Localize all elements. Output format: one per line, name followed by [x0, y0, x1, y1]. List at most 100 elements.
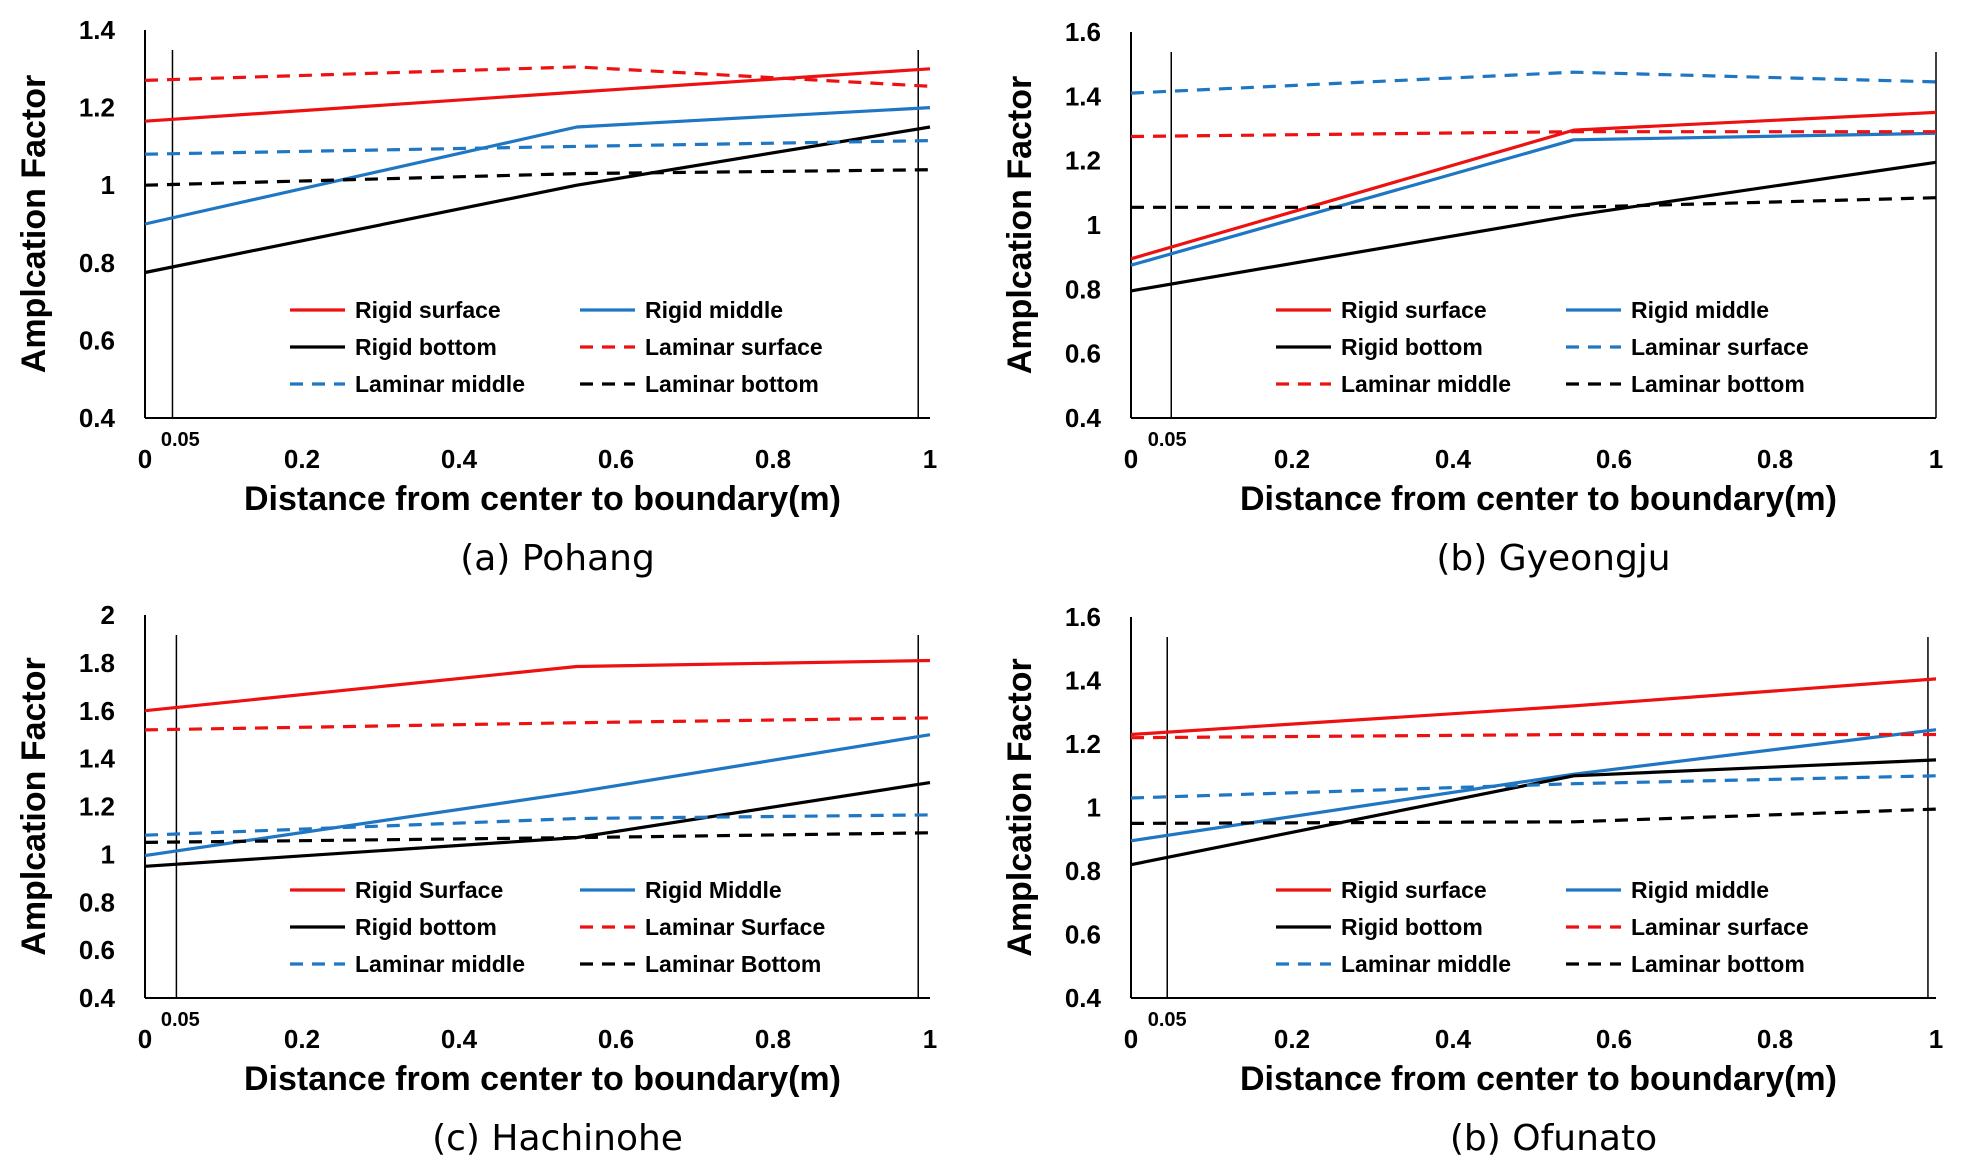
chart-1-y-tick-label: 1.4 [1065, 81, 1102, 111]
chart-0-x-tick-label: 0.6 [598, 444, 634, 474]
chart-0-annotation-label: 0.05 [161, 429, 200, 451]
chart-3-x-axis-title: Distance from center to boundary(m) [1240, 1060, 1837, 1098]
chart-3-annotation-label: 0.05 [1148, 1009, 1187, 1031]
chart-0-series-line-4 [144, 139, 931, 156]
chart-3-y-tick-label: 1.4 [1065, 666, 1102, 696]
chart-1-legend-label-0: Rigid surface [1341, 297, 1487, 323]
chart-2-legend-label-4: Laminar middle [355, 951, 525, 977]
chart-3-y-tick-label: 0.8 [1065, 856, 1101, 886]
chart-3-y-tick-label: 0.4 [1065, 983, 1102, 1013]
chart-3-y-axis-title: Amplcation Factor [1001, 658, 1039, 956]
chart-1-legend-label-5: Laminar bottom [1631, 371, 1805, 397]
chart-pohang: 0.4 0.6 0.8 1 1.2 1.4 0 0.2 0.4 0.6 0.8 1 0.05 Distan… [15, 15, 937, 579]
chart-0-legend-label-4: Laminar middle [355, 371, 525, 397]
chart-1-x-tick-label: 0 [1124, 444, 1138, 474]
chart-2-legend-label-1: Rigid Middle [645, 877, 782, 903]
chart-0-x-tick-label: 1 [923, 444, 937, 474]
chart-0-series-line-5 [144, 168, 931, 187]
chart-2-x-axis-title: Distance from center to boundary(m) [244, 1060, 841, 1098]
chart-1-x-tick-label: 0.2 [1274, 444, 1310, 474]
chart-0-legend-label-0: Rigid surface [355, 297, 501, 323]
chart-3-x-tick-label: 0.8 [1757, 1024, 1793, 1054]
chart-3-series-line-3 [1130, 732, 1936, 740]
chart-2-y-tick-label: 1.2 [79, 792, 115, 822]
chart-2-y-tick-label: 0.8 [79, 887, 115, 917]
chart-1-y-axis-title: Amplcation Factor [1001, 76, 1039, 374]
chart-1-caption: (b) Gyeongju [1436, 538, 1670, 579]
chart-0-x-tick-label: 0.2 [284, 444, 320, 474]
chart-3-legend-label-1: Rigid middle [1631, 877, 1769, 903]
chart-0-series-line-3 [144, 65, 931, 88]
chart-0-y-tick-label: 0.6 [79, 325, 115, 355]
chart-0-caption: (a) Pohang [460, 538, 655, 579]
chart-1-y-tick-label: 0.4 [1065, 403, 1102, 433]
chart-1-legend-label-3: Laminar surface [1631, 334, 1809, 360]
chart-0-x-tick-label: 0 [138, 444, 152, 474]
chart-2-series-line-4 [144, 813, 931, 837]
chart-1-x-tick-label: 0.6 [1596, 444, 1632, 474]
chart-3-series-line-4 [1130, 774, 1937, 800]
chart-2-annotation-label: 0.05 [161, 1009, 200, 1031]
chart-0-x-tick-label: 0.8 [755, 444, 791, 474]
chart-2-series-line-3 [144, 716, 931, 732]
chart-3-x-tick-label: 0.2 [1274, 1024, 1310, 1054]
chart-0-y-axis-title: Amplcation Factor [15, 75, 53, 373]
chart-2-x-tick-label: 0.4 [441, 1024, 478, 1054]
chart-2-legend-label-0: Rigid Surface [355, 877, 503, 903]
chart-2-series-line-5 [144, 831, 931, 844]
chart-0-series-line-2 [144, 125, 931, 275]
chart-hachinohe: 0.4 0.6 0.8 1 1.2 1.4 1.6 1.8 2 0 0.2 0.4 0.6 0.8 1 0.0… [15, 600, 937, 1159]
chart-1-series-line-2 [1130, 160, 1937, 293]
chart-0-legend-label-5: Laminar bottom [645, 371, 819, 397]
chart-3-series-line-0 [1130, 677, 1937, 737]
chart-2-y-tick-label: 1.6 [79, 696, 115, 726]
chart-3-y-tick-label: 0.6 [1065, 920, 1101, 950]
chart-0-legend-label-1: Rigid middle [645, 297, 783, 323]
chart-2-y-tick-label: 1.8 [79, 648, 115, 678]
chart-2-series-line-0 [144, 658, 931, 713]
chart-1-legend-label-1: Rigid middle [1631, 297, 1769, 323]
chart-3-legend-label-3: Laminar surface [1631, 914, 1809, 940]
chart-2-y-axis-title: Amplcation Factor [15, 657, 53, 955]
chart-0-y-tick-label: 1.4 [79, 15, 116, 45]
chart-2-y-tick-label: 1.4 [79, 744, 116, 774]
chart-3-series-line-2 [1130, 758, 1937, 867]
chart-3-legend-label-5: Laminar bottom [1631, 951, 1805, 977]
chart-0-legend-label-2: Rigid bottom [355, 334, 497, 360]
chart-3-x-tick-label: 0 [1124, 1024, 1138, 1054]
chart-1-series-line-4 [1130, 130, 1936, 139]
chart-0-y-tick-label: 0.4 [79, 403, 116, 433]
chart-2-x-tick-label: 0.6 [598, 1024, 634, 1054]
chart-1-x-axis-title: Distance from center to boundary(m) [1240, 480, 1837, 518]
chart-3-legend-label-2: Rigid bottom [1341, 914, 1483, 940]
chart-3-legend-label-0: Rigid surface [1341, 877, 1487, 903]
chart-2-y-tick-label: 0.6 [79, 935, 115, 965]
chart-1-series-line-5 [1131, 196, 1937, 209]
chart-2-x-tick-label: 0.8 [755, 1024, 791, 1054]
chart-ofunato: 0.4 0.6 0.8 1 1.2 1.4 1.6 0 0.2 0.4 0.6 0.8 1 0.05 Dis… [1001, 602, 1943, 1159]
chart-3-y-tick-label: 1 [1087, 793, 1101, 823]
chart-1-series-line-1 [1130, 131, 1937, 267]
chart-3-y-tick-label: 1.2 [1065, 729, 1101, 759]
chart-2-x-tick-label: 0 [138, 1024, 152, 1054]
chart-1-y-tick-label: 0.6 [1065, 339, 1101, 369]
chart-0-series-line-1 [144, 106, 931, 226]
chart-0-y-tick-label: 0.8 [79, 248, 115, 278]
chart-0-legend-label-3: Laminar surface [645, 334, 823, 360]
chart-3-y-tick-label: 1.6 [1065, 602, 1101, 632]
chart-1-series-line-0 [1130, 110, 1937, 261]
chart-2-legend-label-5: Laminar Bottom [645, 951, 821, 977]
chart-1-x-tick-label: 0.8 [1757, 444, 1793, 474]
chart-2-y-tick-label: 2 [101, 600, 115, 630]
chart-2-legend-label-3: Laminar Surface [645, 914, 825, 940]
chart-1-series-line-3 [1130, 70, 1937, 95]
chart-1-y-tick-label: 1 [1087, 210, 1101, 240]
chart-1-annotation-label: 0.05 [1148, 429, 1187, 451]
chart-2-series-line-2 [144, 781, 931, 868]
chart-1-legend-label-2: Rigid bottom [1341, 334, 1483, 360]
chart-1-y-tick-label: 1.6 [1065, 17, 1101, 47]
chart-3-x-tick-label: 0.4 [1435, 1024, 1472, 1054]
chart-gyeongju: 0.4 0.6 0.8 1 1.2 1.4 1.6 0 0.2 0.4 0.6 0.8 1 0.05 Dis… [1001, 17, 1943, 579]
chart-3-legend-label-4: Laminar middle [1341, 951, 1511, 977]
